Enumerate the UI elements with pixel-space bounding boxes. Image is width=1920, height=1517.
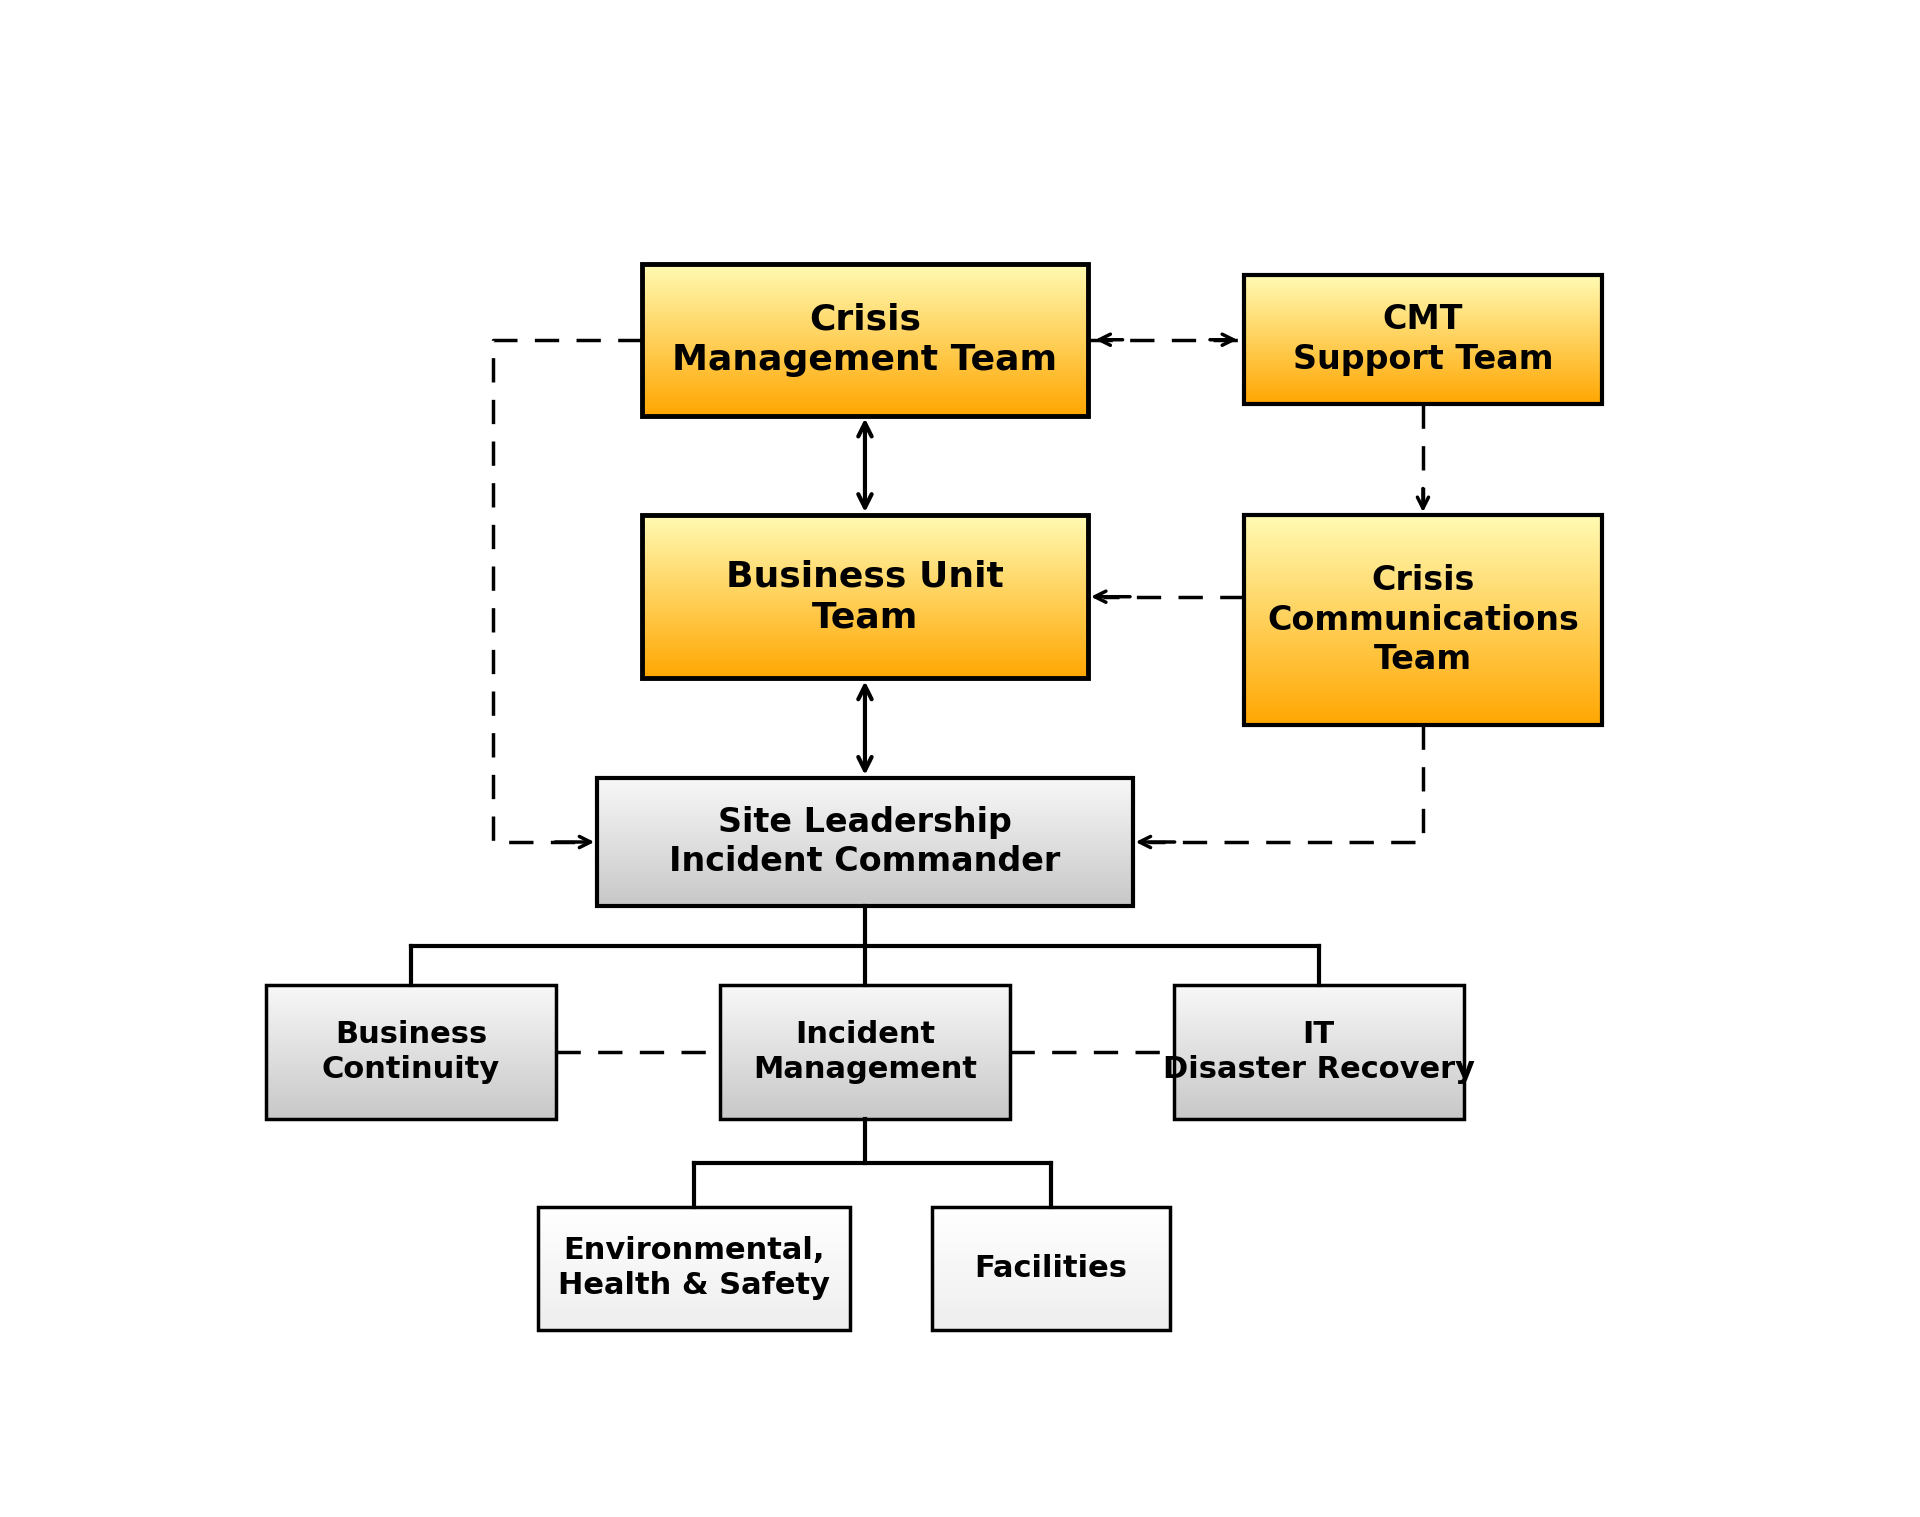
Bar bbox=[1173, 985, 1463, 1120]
Text: Business
Continuity: Business Continuity bbox=[323, 1021, 501, 1085]
Bar bbox=[641, 514, 1089, 678]
Text: IT
Disaster Recovery: IT Disaster Recovery bbox=[1164, 1021, 1475, 1085]
Bar bbox=[538, 1208, 851, 1330]
Bar bbox=[931, 1208, 1169, 1330]
Text: CMT
Support Team: CMT Support Team bbox=[1292, 303, 1553, 376]
Text: Environmental,
Health & Safety: Environmental, Health & Safety bbox=[559, 1236, 829, 1300]
Text: Site Leadership
Incident Commander: Site Leadership Incident Commander bbox=[670, 806, 1060, 878]
Text: Facilities: Facilities bbox=[975, 1255, 1127, 1283]
Text: Business Unit
Team: Business Unit Team bbox=[726, 560, 1004, 634]
Bar bbox=[720, 985, 1010, 1120]
Bar bbox=[597, 778, 1133, 906]
Bar bbox=[267, 985, 557, 1120]
Text: Crisis
Communications
Team: Crisis Communications Team bbox=[1267, 564, 1578, 677]
Bar bbox=[1244, 276, 1601, 404]
Text: Incident
Management: Incident Management bbox=[753, 1021, 977, 1085]
Bar bbox=[641, 264, 1089, 416]
Bar bbox=[1244, 514, 1601, 725]
Text: Crisis
Management Team: Crisis Management Team bbox=[672, 302, 1058, 378]
